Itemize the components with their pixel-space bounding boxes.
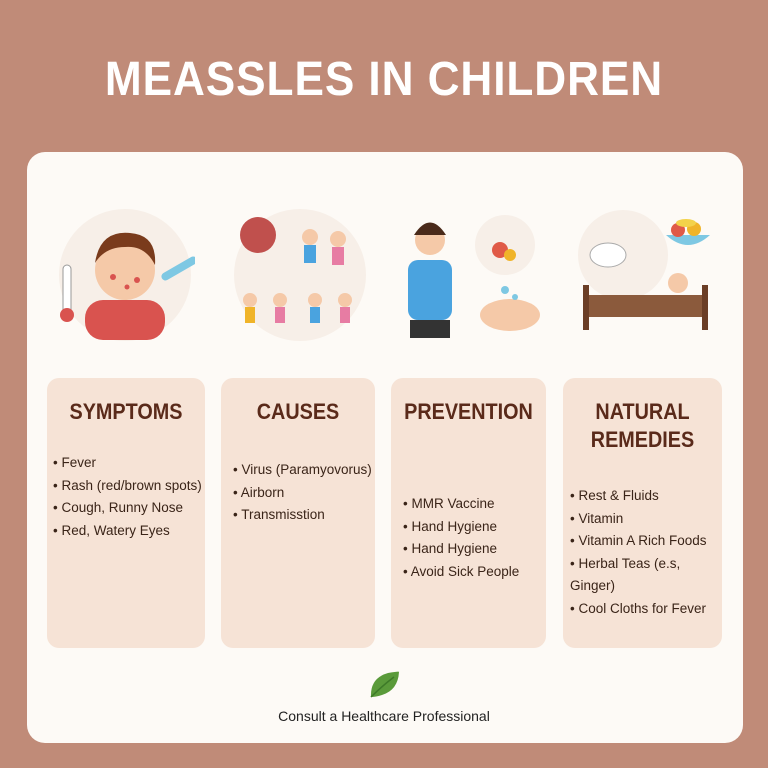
causes-list: Virus (Paramyovorus) Airborn Transmissti… [233,459,373,527]
symptoms-heading: SYMPTOMS [69,399,183,424]
list-item: Vitamin [570,508,720,531]
list-item: Fever [53,452,203,475]
list-item: Red, Watery Eyes [53,520,203,543]
causes-heading: CAUSES [256,399,340,424]
list-item: Cool Cloths for Fever [570,598,720,621]
symptoms-column: SYMPTOMS Fever Rash (red/brown spots) Co… [47,378,205,648]
natural-remedies-column: NATURAL REMEDIES Rest & Fluids Vitamin V… [563,378,722,648]
prevention-list: MMR Vaccine Hand Hygiene Hand Hygiene Av… [403,493,544,583]
list-item: MMR Vaccine [403,493,544,516]
list-item: Vitamin A Rich Foods [570,530,720,553]
virus-children-illustration [234,209,366,341]
list-item: Hand Hygiene [403,538,544,561]
page-title: MEASSLES IN CHILDREN [104,53,664,106]
list-item: Herbal Teas (e.s, Ginger) [570,553,720,598]
natural-remedies-list: Rest & Fluids Vitamin Vitamin A Rich Foo… [570,485,720,620]
footer-text: Consult a Healthcare Professional [278,708,490,724]
prevention-column: PREVENTION MMR Vaccine Hand Hygiene Hand… [391,378,546,648]
vaccination-handwashing-illustration [408,215,540,338]
list-item: Cough, Runny Nose [53,497,203,520]
causes-column: CAUSES Virus (Paramyovorus) Airborn Tran… [221,378,375,648]
prevention-heading: PREVENTION [404,399,533,424]
symptoms-list: Fever Rash (red/brown spots) Cough, Runn… [53,452,203,542]
list-item: Rash (red/brown spots) [53,475,203,498]
list-item: Avoid Sick People [403,561,544,584]
list-item: Transmisstion [233,504,373,527]
list-item: Virus (Paramyovorus) [233,459,373,482]
rest-food-illustration [578,210,710,330]
leaf-icon [370,671,400,698]
list-item: Rest & Fluids [570,485,720,508]
sick-child-illustration [59,209,195,341]
natural-remedies-heading: NATURAL REMEDIES [590,399,695,452]
list-item: Airborn [233,482,373,505]
list-item: Hand Hygiene [403,516,544,539]
